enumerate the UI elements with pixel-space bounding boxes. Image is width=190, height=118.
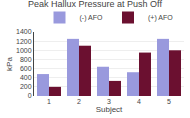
svg-text:2: 2 — [77, 98, 81, 105]
svg-text:800: 800 — [20, 56, 32, 63]
svg-text:(-) AFO: (-) AFO — [80, 14, 103, 22]
svg-text:400: 400 — [20, 74, 32, 81]
svg-text:Peak Hallux Pressure at Push O: Peak Hallux Pressure at Push Off — [28, 0, 162, 9]
svg-text:200: 200 — [20, 83, 32, 90]
svg-text:3: 3 — [107, 98, 111, 105]
svg-text:4: 4 — [137, 98, 141, 105]
svg-text:Subject: Subject — [96, 105, 123, 114]
svg-text:1200: 1200 — [16, 38, 32, 45]
svg-text:0: 0 — [28, 92, 32, 99]
svg-text:5: 5 — [167, 98, 171, 105]
svg-text:1400: 1400 — [16, 28, 32, 35]
svg-text:kPa: kPa — [5, 57, 14, 71]
svg-text:600: 600 — [20, 65, 32, 72]
svg-text:(+) AFO: (+) AFO — [148, 14, 173, 22]
svg-text:1: 1 — [47, 98, 51, 105]
svg-text:1000: 1000 — [16, 47, 32, 54]
